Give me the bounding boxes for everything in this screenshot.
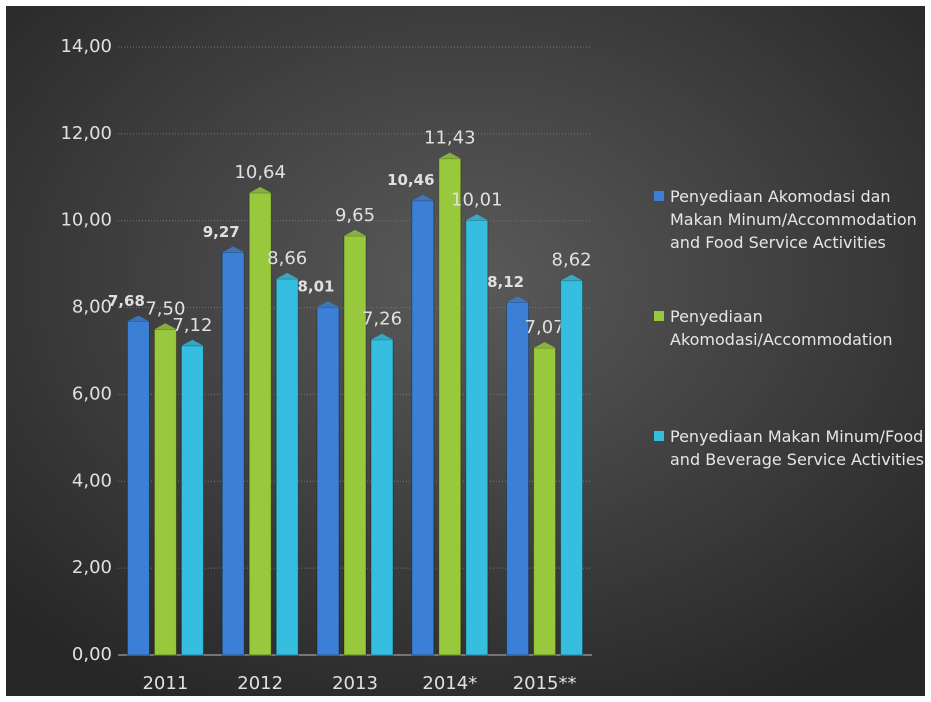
bar-top — [506, 296, 529, 303]
bar — [153, 328, 177, 656]
data-label: 10,46 — [387, 171, 434, 189]
data-label: 11,43 — [424, 128, 476, 149]
bar — [316, 306, 340, 656]
y-tick-label: 0,00 — [72, 644, 112, 665]
bar — [411, 200, 435, 656]
bar-top — [276, 272, 299, 279]
bar-top — [344, 229, 366, 236]
bar-top — [181, 339, 204, 346]
data-label: 8,62 — [552, 250, 592, 271]
y-tick-label: 10,00 — [60, 210, 112, 231]
y-tick-label: 4,00 — [72, 470, 112, 491]
data-label: 8,01 — [297, 278, 334, 296]
data-label: 7,50 — [145, 298, 185, 319]
y-tick-label: 12,00 — [60, 123, 112, 144]
data-label: 9,65 — [335, 205, 375, 226]
bar-top — [154, 323, 177, 330]
data-label: 7,12 — [172, 315, 212, 336]
bar — [533, 347, 557, 656]
data-label: 10,01 — [451, 189, 503, 210]
x-tick-label: 2014* — [422, 673, 477, 694]
legend-label: Penyediaan Akomodasi dan Makan Minum/Acc… — [670, 187, 917, 252]
data-label: 10,64 — [234, 162, 286, 183]
y-tick-label: 14,00 — [60, 36, 112, 57]
bar-top — [533, 341, 556, 348]
legend-entry: Penyediaan Makan Minum/Food and Beverage… — [650, 425, 931, 471]
data-label: 7,26 — [362, 309, 402, 330]
x-tick-label: 2012 — [237, 673, 283, 694]
bar-top — [465, 214, 488, 221]
x-tick-label: 2011 — [142, 673, 188, 694]
legend-swatch — [654, 191, 664, 201]
data-label: 7,68 — [108, 292, 145, 310]
bar — [506, 301, 530, 656]
data-label: 7,07 — [525, 317, 565, 338]
bar-top — [371, 333, 393, 340]
bar — [180, 345, 204, 656]
bar-top — [438, 152, 461, 159]
legend-entry: Penyediaan Akomodasi/Accommodation — [650, 305, 931, 351]
bar-top — [249, 186, 272, 193]
bar — [465, 219, 489, 656]
bar-top — [127, 315, 150, 322]
y-tick-label: 6,00 — [72, 383, 112, 404]
legend-label: Penyediaan Makan Minum/Food and Beverage… — [670, 427, 924, 469]
data-label: 8,66 — [267, 248, 307, 269]
bar — [221, 251, 245, 656]
bar — [343, 235, 367, 656]
bar — [126, 320, 150, 656]
legend-label: Penyediaan Akomodasi/Accommodation — [670, 307, 893, 349]
x-tick-label: 2013 — [332, 673, 378, 694]
legend-swatch — [654, 311, 664, 321]
bar-top — [317, 301, 339, 308]
legend-entry: Penyediaan Akomodasi dan Makan Minum/Acc… — [650, 185, 931, 254]
bar-top — [560, 274, 583, 281]
x-tick-label: 2015** — [513, 673, 577, 694]
legend-swatch — [654, 431, 664, 441]
data-label: 9,27 — [203, 223, 240, 241]
bar — [275, 278, 299, 656]
bar — [560, 280, 584, 656]
y-tick-label: 2,00 — [72, 557, 112, 578]
y-tick-label: 8,00 — [72, 297, 112, 318]
bar-top — [222, 246, 245, 253]
data-label: 8,12 — [487, 273, 524, 291]
bar — [370, 339, 394, 656]
bar-top — [411, 194, 434, 201]
bar — [438, 158, 462, 656]
